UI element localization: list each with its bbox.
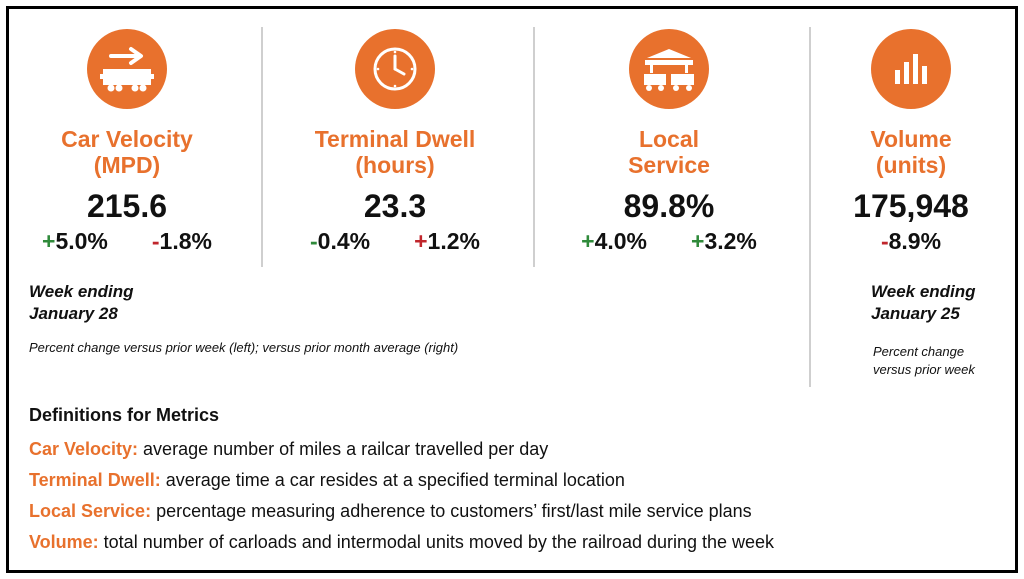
- change-vs-prior-week: +4.0%: [581, 228, 647, 254]
- metric-value: 89.8%: [623, 188, 715, 224]
- metric-volume: Volume (units) 175,948 -8.9%: [811, 29, 1011, 255]
- change-vs-prior-month: +1.2%: [414, 228, 480, 254]
- metric-title: Local Service: [628, 126, 710, 178]
- metric-changes: -0.4% +1.2%: [295, 228, 495, 255]
- metric-changes: +4.0% +3.2%: [569, 228, 769, 255]
- change-vs-prior-week: -8.9%: [880, 228, 942, 254]
- change-vs-prior-month: +3.2%: [691, 228, 757, 254]
- change-vs-prior-week: +5.0%: [42, 228, 108, 254]
- column-divider: [261, 27, 263, 267]
- week-ending-left: Week ending January 28: [29, 282, 134, 323]
- change-vs-prior-month: -1.8%: [151, 228, 212, 254]
- metrics-panel: Car Velocity (MPD) 215.6 +5.0% -1.8% Ter…: [6, 6, 1018, 573]
- definitions-title: Definitions for Metrics: [29, 405, 220, 425]
- metric-value: 175,948: [853, 188, 969, 224]
- column-divider: [533, 27, 535, 267]
- metric-title: Car Velocity (MPD): [61, 126, 193, 178]
- percent-change-note-right: Percent change versus prior week: [873, 344, 975, 377]
- metric-changes: -8.9%: [811, 228, 1011, 255]
- railcar-arrow-icon: [87, 29, 167, 109]
- week-ending-right: Week ending January 25: [871, 282, 976, 323]
- metric-value: 23.3: [363, 188, 427, 224]
- metric-title: Terminal Dwell (hours): [314, 126, 476, 178]
- definition-volume: Volume: total number of carloads and int…: [29, 532, 775, 552]
- bar-chart-icon: [871, 29, 951, 109]
- metric-changes: +5.0% -1.8%: [27, 228, 227, 255]
- metric-title: Volume (units): [870, 126, 952, 178]
- definition-local-service: Local Service: percentage measuring adhe…: [29, 501, 752, 521]
- metric-local-service: Local Service 89.8% +4.0% +3.2%: [569, 29, 769, 255]
- column-divider: [809, 27, 811, 387]
- definition-car-velocity: Car Velocity: average number of miles a …: [29, 439, 549, 459]
- metric-value: 215.6: [86, 188, 168, 224]
- metric-car-velocity: Car Velocity (MPD) 215.6 +5.0% -1.8%: [27, 29, 227, 255]
- percent-change-note-left: Percent change versus prior week (left);…: [29, 340, 459, 355]
- change-vs-prior-week: -0.4%: [310, 228, 371, 254]
- terminal-building-icon: [629, 29, 709, 109]
- clock-icon: [355, 29, 435, 109]
- metric-terminal-dwell: Terminal Dwell (hours) 23.3 -0.4% +1.2%: [295, 29, 495, 255]
- definitions-section: Definitions for Metrics Car Velocity: av…: [29, 405, 774, 558]
- definition-terminal-dwell: Terminal Dwell: average time a car resid…: [29, 470, 625, 490]
